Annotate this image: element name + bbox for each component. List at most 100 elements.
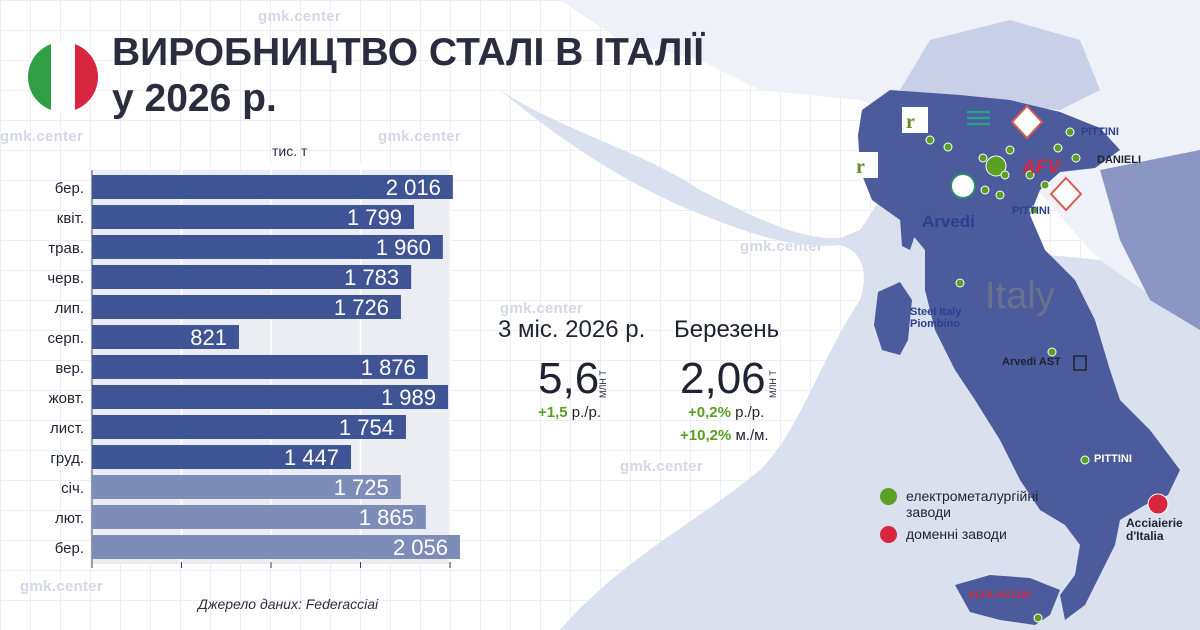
electric-plant-marker bbox=[1080, 455, 1090, 465]
corsica bbox=[900, 214, 916, 250]
electric-plant-marker bbox=[1071, 153, 1081, 163]
bar bbox=[92, 205, 415, 229]
bar bbox=[92, 505, 426, 529]
stat-month-mom-value: +10,2% bbox=[680, 427, 732, 444]
watermark: gmk.center bbox=[378, 128, 462, 145]
stat-month-change-yoy: +0,2% р./р. bbox=[688, 404, 764, 421]
flag-stripe-red bbox=[74, 42, 98, 112]
category-label: черв. bbox=[47, 270, 84, 287]
sardinia bbox=[874, 282, 912, 355]
value-label: 1 726 bbox=[334, 295, 389, 320]
stat-month: Березень 2,06 МЛН Т +0,2% р./р. +10,2% м… bbox=[674, 316, 824, 446]
riva-logo-icon: r bbox=[906, 111, 915, 133]
stat-month-value: 2,06 bbox=[680, 354, 766, 403]
electric-plant-marker bbox=[1005, 145, 1015, 155]
flag-stripe-white bbox=[51, 42, 75, 112]
italy-flag-icon bbox=[28, 42, 98, 112]
stat-quarter-heading: 3 міс. 2026 р. bbox=[498, 316, 646, 343]
value-label: 1 989 bbox=[381, 385, 436, 410]
category-label: трав. bbox=[48, 240, 84, 257]
value-label: 1 865 bbox=[359, 505, 414, 530]
electric-plant-marker bbox=[1047, 347, 1057, 357]
value-label: 2 056 bbox=[393, 535, 448, 560]
chart-unit-label: тис. т bbox=[272, 143, 308, 159]
bar bbox=[92, 475, 401, 499]
category-label: бер. bbox=[55, 540, 84, 557]
electric-plant-marker bbox=[925, 135, 935, 145]
electric-plant-marker bbox=[1053, 143, 1063, 153]
neighbor-land bbox=[1100, 150, 1200, 330]
bar bbox=[92, 415, 406, 439]
stat-month-change-mom: +10,2% м./м. bbox=[680, 427, 769, 444]
bar bbox=[92, 535, 461, 559]
stat-quarter-change-suffix: р./р. bbox=[571, 404, 601, 421]
legend-label-blast: доменні заводи bbox=[906, 526, 1007, 542]
category-label: лист. bbox=[50, 420, 84, 437]
bar bbox=[92, 355, 428, 379]
legend-item-blast: доменні заводи bbox=[880, 526, 1056, 543]
company-alfa-acciai: ALFA ACCIAI bbox=[968, 590, 1031, 601]
title-line-2: у 2026 р. bbox=[112, 77, 277, 120]
electric-plant-marker bbox=[978, 153, 988, 163]
bar bbox=[92, 265, 412, 289]
stat-quarter-change-value: +1,5 bbox=[538, 404, 568, 421]
map-legend: електрометалургійні заводи доменні завод… bbox=[880, 488, 1056, 549]
bar bbox=[92, 325, 239, 349]
electric-plant-marker bbox=[1000, 170, 1010, 180]
stat-quarter-value: 5,6 bbox=[538, 354, 600, 403]
riva-logo-icon bbox=[852, 152, 878, 178]
stat-quarter: 3 міс. 2026 р. 5,6 МЛН Т +1,5 р./р. bbox=[498, 316, 668, 426]
value-label: 1 447 bbox=[284, 445, 339, 470]
bar bbox=[92, 445, 352, 469]
category-label: жовт. bbox=[49, 390, 84, 407]
flag-stripe-green bbox=[28, 42, 52, 112]
company-pittini-center: PITTINI bbox=[1012, 205, 1050, 217]
watermark: gmk.center bbox=[0, 128, 84, 145]
italy-mainland bbox=[858, 90, 1180, 620]
value-label: 1 754 bbox=[339, 415, 394, 440]
company-arvedi-ast: Arvedi AST bbox=[1002, 356, 1061, 368]
arvedi-logo-icon bbox=[950, 173, 976, 199]
electric-plant-marker bbox=[1040, 180, 1050, 190]
company-logo-icon bbox=[1073, 355, 1087, 371]
electric-plant-marker bbox=[985, 155, 1007, 177]
category-label: січ. bbox=[61, 480, 84, 497]
category-label: груд. bbox=[50, 450, 84, 467]
bar bbox=[92, 235, 443, 259]
bar bbox=[92, 385, 449, 409]
europe-landmass bbox=[500, 90, 1200, 630]
country-label: Italy bbox=[985, 275, 1055, 317]
company-acciaierie-ditalia: Acciaierie d'Italia bbox=[1126, 516, 1183, 543]
steel-logo-icon bbox=[967, 110, 990, 126]
electric-plant-marker bbox=[943, 142, 953, 152]
electric-plant-dot-icon bbox=[880, 488, 897, 505]
bar bbox=[92, 295, 401, 319]
feralpi-logo-icon bbox=[1049, 176, 1083, 212]
electric-plant-marker bbox=[1065, 127, 1075, 137]
legend-item-electric: електрометалургійні заводи bbox=[880, 488, 1056, 520]
watermark: gmk.center bbox=[620, 458, 704, 475]
chart-source: Джерело даних: Federacciai bbox=[198, 596, 379, 612]
neighbor-land bbox=[900, 20, 1100, 110]
feralpi-logo-icon bbox=[1010, 104, 1044, 140]
value-label: 2 016 bbox=[386, 175, 441, 200]
watermark: gmk.center bbox=[20, 578, 104, 595]
page-title: ВИРОБНИЦТВО СТАЛІ В ІТАЛІЇ у 2026 р. bbox=[112, 30, 704, 122]
value-label: 1 876 bbox=[361, 355, 416, 380]
company-pittini-north: PITTINI bbox=[1081, 126, 1119, 138]
blast-furnace-dot-icon bbox=[880, 526, 897, 543]
category-label: лют. bbox=[55, 510, 84, 527]
electric-plant-marker bbox=[955, 278, 965, 288]
stat-quarter-change: +1,5 р./р. bbox=[538, 404, 601, 421]
stat-month-yoy-value: +0,2% bbox=[688, 404, 731, 421]
riva-logo-icon bbox=[902, 107, 928, 133]
company-arvedi: Arvedi bbox=[922, 212, 975, 231]
company-jsw-steel-italy: Steel Italy Piombino bbox=[910, 306, 962, 330]
company-afv: AFV bbox=[1022, 157, 1060, 178]
electric-plant-marker bbox=[995, 190, 1005, 200]
stat-month-yoy-suffix: р./р. bbox=[735, 404, 765, 421]
value-label: 1 783 bbox=[344, 265, 399, 290]
bar bbox=[92, 175, 453, 199]
